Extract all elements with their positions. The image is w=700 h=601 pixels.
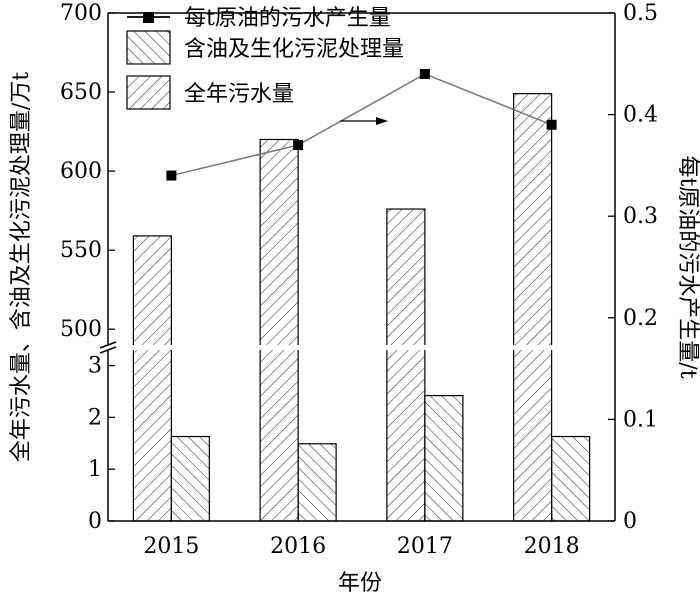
legend-label: 每t原油的污水产生量 bbox=[184, 6, 391, 31]
x-tick-label: 2015 bbox=[143, 534, 199, 559]
annotation-arrow-head bbox=[376, 117, 388, 125]
right-tick-label: 0.5 bbox=[623, 1, 658, 26]
axis-break-mark bbox=[99, 346, 117, 354]
x-tick-label: 2016 bbox=[270, 534, 326, 559]
line-layer bbox=[166, 68, 557, 181]
left-tick-label: 0 bbox=[88, 509, 102, 534]
bar-sludge-treatment bbox=[170, 435, 210, 522]
legend-label: 含油及生化污泥处理量 bbox=[184, 37, 404, 62]
axis-break-gap bbox=[96, 345, 605, 350]
right-tick-label: 0 bbox=[623, 509, 637, 534]
line-marker bbox=[546, 119, 557, 130]
bar-annual-wastewater bbox=[259, 138, 299, 522]
right-tick-label: 0.4 bbox=[623, 103, 658, 128]
left-tick-label: 700 bbox=[60, 1, 102, 26]
left-tick-label: 2 bbox=[88, 405, 102, 430]
bar-sludge-treatment bbox=[551, 435, 591, 522]
bar-annual-wastewater bbox=[132, 235, 172, 522]
axis-break-mark bbox=[99, 341, 117, 349]
axes-layer: 500 550 600 650 700 0 1 2 3 0 0.1 0.2 0.3 0.4 0.5 2015 2… bbox=[9, 1, 700, 596]
right-axis-title: 每t原油的污水产生量/t bbox=[675, 155, 700, 378]
left-tick-label: 600 bbox=[60, 159, 102, 184]
left-tick-label: 3 bbox=[88, 354, 102, 379]
left-tick-label: 550 bbox=[60, 238, 102, 263]
legend-label: 全年污水量 bbox=[184, 82, 294, 107]
bar-annual-wastewater bbox=[386, 208, 426, 522]
legend-marker-sample bbox=[143, 12, 154, 23]
line-marker bbox=[293, 140, 304, 151]
legend-swatch bbox=[126, 30, 171, 65]
left-tick-label: 500 bbox=[60, 317, 102, 342]
x-axis-title: 年份 bbox=[338, 571, 382, 596]
bar-annual-wastewater bbox=[513, 93, 553, 522]
left-tick-label: 1 bbox=[88, 457, 102, 482]
right-tick-label: 0.3 bbox=[623, 204, 658, 229]
left-axis-title: 全年污水量、含油及生化污泥处理量/万t bbox=[9, 72, 34, 462]
right-tick-label: 0.2 bbox=[623, 306, 658, 331]
line-marker bbox=[166, 170, 177, 181]
bars-layer bbox=[96, 93, 605, 522]
right-tick-label: 0.1 bbox=[623, 407, 658, 432]
x-tick-label: 2018 bbox=[524, 534, 580, 559]
bar-sludge-treatment bbox=[424, 395, 464, 522]
left-tick-label: 650 bbox=[60, 80, 102, 105]
legend-swatch bbox=[126, 75, 171, 110]
series-line-wastewater-per-ton bbox=[171, 73, 552, 177]
line-marker bbox=[419, 68, 430, 79]
x-tick-label: 2017 bbox=[397, 534, 453, 559]
bar-sludge-treatment bbox=[297, 443, 337, 522]
